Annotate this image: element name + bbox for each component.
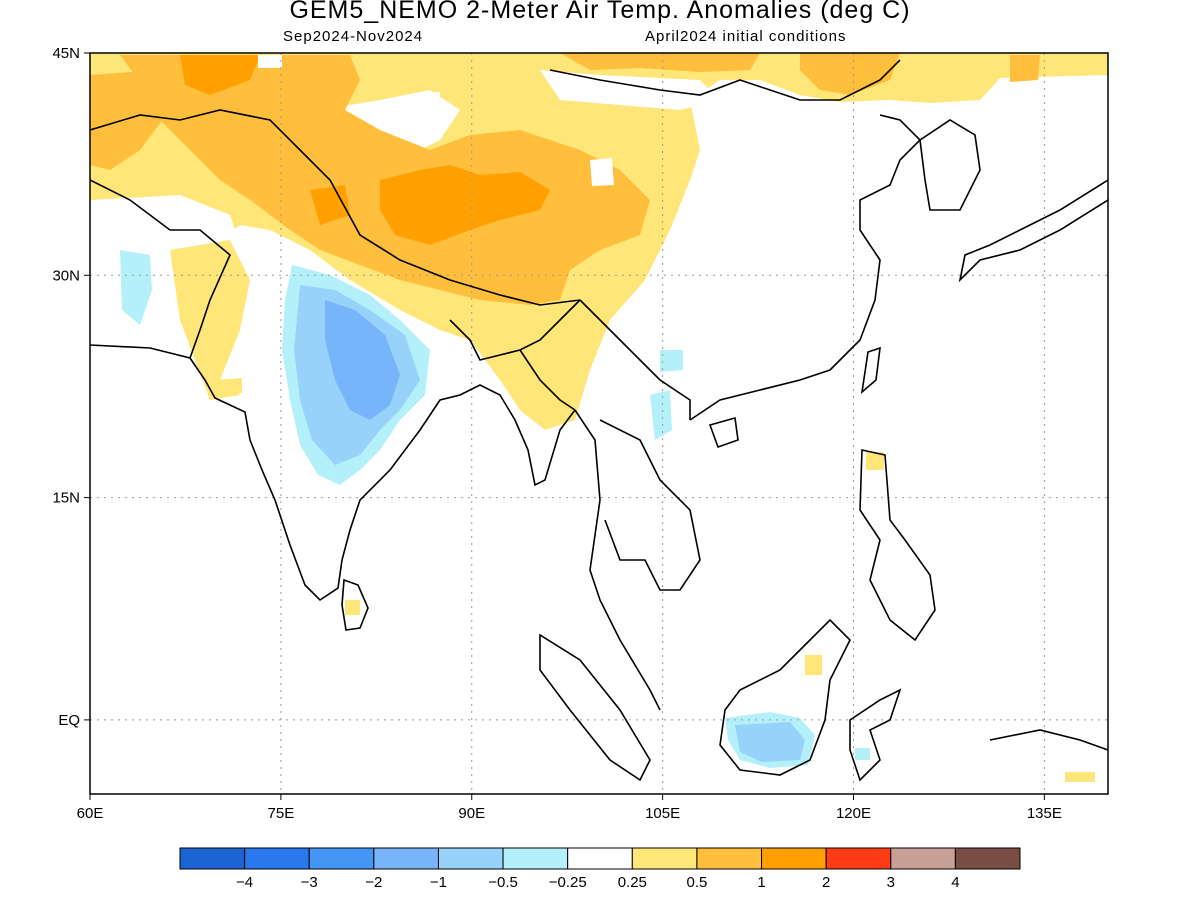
korea-coastline xyxy=(919,119,981,211)
x-tick-label: 75E xyxy=(268,805,295,822)
colorbar-swatch xyxy=(502,847,569,870)
anomaly-shading xyxy=(90,53,1108,782)
sumatra-coastline xyxy=(539,633,651,782)
colorbar-label: 0.25 xyxy=(618,874,647,891)
x-tick-label: 120E xyxy=(836,805,871,822)
colorbar-label: −1 xyxy=(430,874,447,891)
colorbar-label: 3 xyxy=(887,874,895,891)
indochina-coastline xyxy=(574,409,661,711)
colorbar-swatch xyxy=(631,847,698,870)
coastlines xyxy=(90,59,1108,782)
map-frame xyxy=(89,52,1109,795)
y-axis-ticks: 45N 30N 15N EQ xyxy=(52,45,90,729)
map-gridlines xyxy=(90,53,1108,794)
colorbar-label: −0.5 xyxy=(488,874,518,891)
colorbar-swatch xyxy=(244,847,310,870)
colorbar-swatch xyxy=(761,847,827,870)
y-tick-label: 45N xyxy=(52,45,80,62)
japan-coastline xyxy=(958,179,1108,283)
india-coastline xyxy=(90,344,576,602)
x-tick-label: 90E xyxy=(458,805,485,822)
colorbar-label: 1 xyxy=(757,874,765,891)
colorbar-label: 2 xyxy=(822,874,830,891)
colorbar-label: −2 xyxy=(365,874,382,891)
period-subtitle: Sep2024-Nov2024 xyxy=(283,28,424,45)
x-tick-label: 135E xyxy=(1027,805,1062,822)
x-tick-label: 60E xyxy=(77,805,104,822)
map-title: GEM5_NEMO 2-Meter Air Temp. Anomalies (d… xyxy=(289,0,911,24)
colorbar-swatch xyxy=(696,847,763,870)
colorbar-label: 0.5 xyxy=(686,874,707,891)
colorbar-label: −0.25 xyxy=(549,874,587,891)
x-axis-ticks: 60E 75E 90E 105E 120E 135E xyxy=(77,794,1062,822)
colorbar-swatch xyxy=(825,847,892,870)
colorbar-swatch xyxy=(954,847,1021,870)
colorbar-label: −3 xyxy=(301,874,318,891)
philippines-coastline xyxy=(859,449,936,642)
y-tick-label: 15N xyxy=(52,490,80,507)
colorbar-swatch xyxy=(308,847,375,870)
colorbar: −4 −3 −2 −1 −0.5 −0.25 0.25 0.5 1 2 3 4 xyxy=(179,847,1021,891)
colorbar-swatch xyxy=(437,847,504,870)
newguinea-coastline xyxy=(989,729,1108,751)
colorbar-swatch xyxy=(373,847,439,870)
y-tick-label: 30N xyxy=(52,267,80,284)
colorbar-swatch xyxy=(567,847,633,870)
borneo-coastline xyxy=(719,618,851,776)
init-subtitle: April2024 initial conditions xyxy=(645,28,847,45)
taiwan-coastline xyxy=(860,346,881,395)
sulawesi-coastline xyxy=(849,688,902,782)
srilanka-coastline xyxy=(341,578,369,631)
hainan-coastline xyxy=(708,416,739,449)
colorbar-swatch xyxy=(179,847,246,870)
colorbar-label: 4 xyxy=(951,874,959,891)
x-tick-label: 105E xyxy=(645,805,680,822)
colorbar-label: −4 xyxy=(236,874,253,891)
colorbar-swatch xyxy=(890,847,956,870)
y-tick-label: EQ xyxy=(58,712,80,729)
